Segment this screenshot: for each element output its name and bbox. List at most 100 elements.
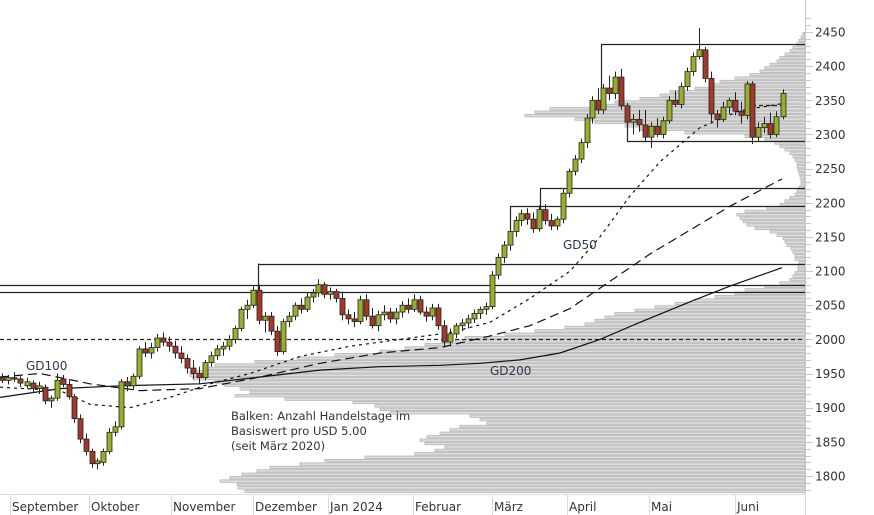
profile-bar	[794, 257, 806, 261]
candle-up	[648, 125, 655, 138]
candle-up	[600, 87, 607, 111]
profile-bar	[634, 308, 806, 312]
candle-up	[666, 99, 673, 122]
candle-down	[268, 315, 275, 332]
note-line-3: (seit März 2020)	[231, 439, 325, 453]
profile-bar	[784, 199, 806, 203]
profile-bar	[284, 397, 806, 401]
candle-up	[720, 106, 727, 120]
profile-bar	[800, 35, 806, 39]
candle-up	[471, 313, 478, 320]
candle-up	[726, 99, 733, 108]
candle-up	[250, 289, 257, 306]
profile-bar	[214, 380, 806, 384]
profile-bar	[790, 247, 806, 251]
candle-down	[636, 119, 643, 126]
profile-bar	[734, 76, 806, 80]
candle-up	[660, 120, 667, 135]
candle-down	[17, 378, 24, 384]
candle-down	[548, 220, 555, 227]
candle-up	[327, 291, 334, 295]
candle-up	[36, 385, 43, 389]
x-tick-label: Mai	[651, 500, 672, 514]
candle-up	[489, 274, 496, 307]
profile-bar	[709, 83, 806, 87]
profile-bar	[746, 223, 806, 227]
candle-down	[672, 99, 679, 105]
profile-bar	[789, 49, 806, 53]
profile-bar	[479, 418, 806, 422]
profile-bar	[769, 230, 806, 234]
profile-bar	[389, 411, 806, 415]
candle-down	[256, 289, 263, 321]
candle-up	[154, 337, 161, 348]
y-tick-label: 1950	[815, 367, 846, 381]
profile-bar	[237, 486, 806, 490]
profile-bar	[744, 288, 806, 292]
profile-bar	[800, 178, 806, 183]
profile-bar	[434, 448, 806, 452]
profile-bar	[249, 390, 806, 394]
profile-bar	[379, 407, 806, 412]
profile-bar	[469, 414, 806, 418]
profile-bar	[364, 455, 806, 459]
profile-bar	[229, 476, 806, 480]
profile-bar	[564, 325, 806, 330]
profile-bar	[769, 62, 806, 67]
candle-up	[566, 170, 573, 194]
profile-bar	[792, 45, 806, 49]
candle-up	[780, 93, 787, 118]
candle-up	[630, 119, 637, 123]
candle-up	[54, 379, 61, 399]
y-tick-label: 2000	[815, 333, 846, 347]
candle-down	[339, 297, 346, 316]
candle-down	[11, 377, 18, 380]
candle-up	[761, 123, 768, 129]
y-axis: 1800 1850 1900 1950 2000 2050 2100 2150 2200 2250…	[805, 0, 846, 515]
profile-bar	[784, 240, 806, 244]
profile-bar	[796, 165, 806, 169]
profile-bar	[782, 237, 806, 241]
profile-bar	[404, 346, 806, 350]
candle-down	[333, 291, 340, 299]
candle-up	[262, 315, 269, 321]
candle-up	[696, 49, 703, 57]
profile-bar	[764, 66, 806, 70]
candle-up	[453, 325, 460, 335]
candle-down	[714, 113, 721, 120]
profile-bar	[439, 431, 806, 435]
profile-bar	[714, 295, 806, 299]
candle-up	[690, 56, 697, 73]
candle-up	[518, 213, 525, 221]
profile-bar	[779, 56, 806, 60]
candle-down	[60, 378, 67, 385]
candle-down	[423, 311, 430, 317]
candle-down	[178, 352, 185, 359]
profile-bar	[324, 459, 806, 463]
profile-bar	[796, 161, 806, 166]
y-tick-label: 2400	[815, 60, 846, 74]
candle-down	[738, 110, 745, 116]
candle-up	[48, 397, 55, 402]
profile-bar	[736, 213, 806, 217]
profile-bar	[799, 175, 806, 179]
candle-down	[749, 83, 756, 138]
candlesticks	[0, 27, 787, 470]
profile-bar	[419, 438, 806, 442]
candle-up	[773, 116, 780, 135]
candle-up	[507, 231, 514, 246]
candle-down	[142, 348, 149, 354]
profile-bar	[241, 472, 806, 476]
volume-profile-bars	[189, 32, 806, 493]
profile-bar	[797, 264, 806, 268]
candle-up	[381, 311, 388, 316]
profile-bar	[719, 79, 806, 84]
profile-bar	[800, 182, 806, 186]
profile-bar	[794, 254, 806, 258]
y-tick-label: 2250	[815, 162, 846, 176]
profile-bar	[674, 301, 806, 306]
candle-down	[190, 367, 197, 374]
profile-bar	[669, 90, 806, 94]
candle-down	[732, 99, 739, 112]
profile-bar	[239, 387, 806, 391]
